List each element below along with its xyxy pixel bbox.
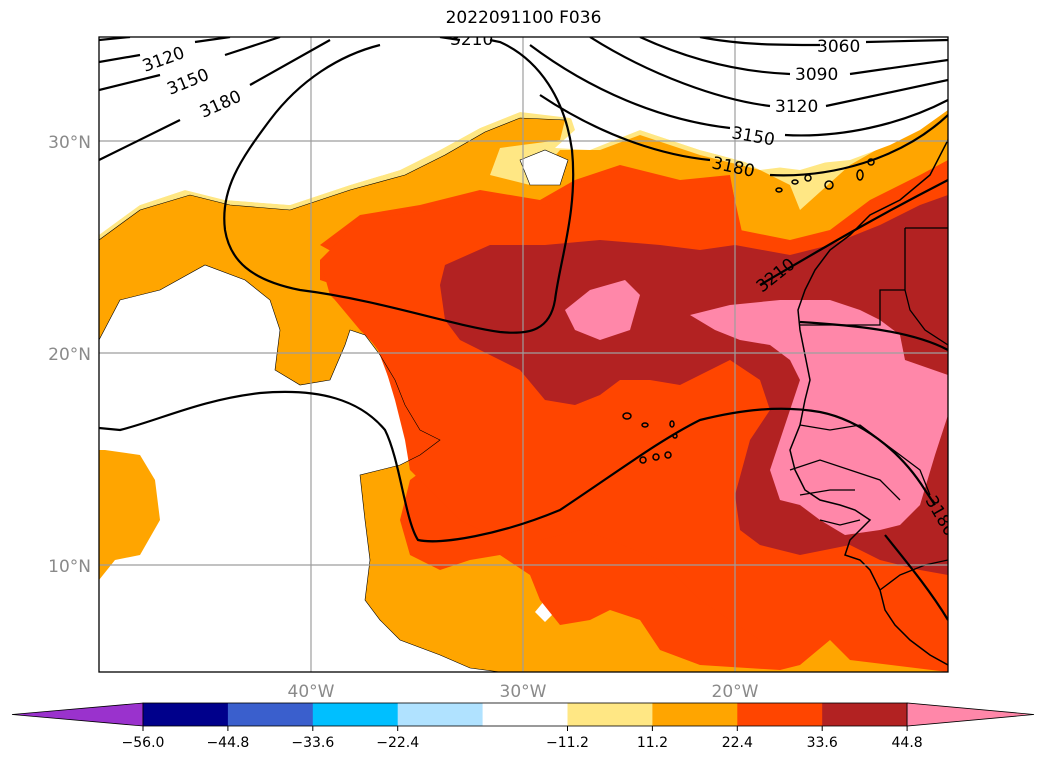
lon-label-40w: 40°W [288, 682, 335, 702]
colorbar-segment [567, 703, 653, 726]
colorbar-tick-label: 22.4 [722, 735, 753, 751]
lat-label-10n: 10°N [48, 557, 91, 577]
colorbar-segment [482, 703, 568, 726]
colorbar-extend-max [906, 702, 1035, 727]
contour-label-3210-north: 3210 [450, 30, 493, 50]
coastline-africa [789, 139, 948, 666]
shade-white-isle2 [535, 600, 555, 622]
shade-outline [99, 117, 569, 672]
height-contours [99, 37, 948, 621]
colorbar-segment [822, 703, 908, 726]
shade-white-left [99, 265, 500, 672]
lat-label-30n: 30°N [48, 133, 91, 153]
colorbar-tick-label: −56.0 [122, 735, 165, 751]
colorbar-segment [737, 703, 823, 726]
colorbar-segment [312, 703, 399, 726]
colorbar-tick-label: 44.8 [892, 735, 923, 751]
contour-label-3120-east: 3120 [775, 97, 818, 117]
shade-over-56-east [690, 300, 948, 535]
colorbar-tick-label: 33.6 [807, 735, 838, 751]
colorbar-extend-min [11, 702, 144, 727]
colorbar-segment [397, 703, 484, 726]
colorbar-segment [227, 703, 314, 726]
lat-label-20n: 20°N [48, 345, 91, 365]
map-plot: 3120 3150 3180 3060 3090 3120 3150 3180 … [99, 30, 948, 672]
contour-label-3090: 3090 [795, 65, 838, 85]
shade-white-north [520, 150, 568, 185]
gridlines [99, 37, 948, 672]
lon-label-20w: 20°W [712, 682, 759, 702]
colorbar-tick-label: −11.2 [546, 735, 589, 751]
shade-over-56 [565, 280, 640, 340]
map-frame [98, 36, 949, 673]
colorbar-tick-label: 11.2 [637, 735, 668, 751]
map-title: 2022091100 F036 [445, 8, 602, 28]
islands-canary [775, 158, 875, 193]
colorbar-frame [142, 702, 908, 727]
lon-label-30w: 30°W [500, 682, 547, 702]
colorbar-segment [143, 703, 229, 726]
colorbar: −56.0 −44.8 −33.6 −22.4 −11.2 11.2 22.4 33.6 44.… [11, 702, 1035, 751]
colorbar-segment [652, 703, 738, 726]
colorbar-tick-label: −44.8 [206, 735, 249, 751]
colorbar-tick-label: −22.4 [376, 735, 419, 751]
contour-label-3060: 3060 [817, 37, 860, 57]
colorbar-tick-label: −33.6 [291, 735, 334, 751]
